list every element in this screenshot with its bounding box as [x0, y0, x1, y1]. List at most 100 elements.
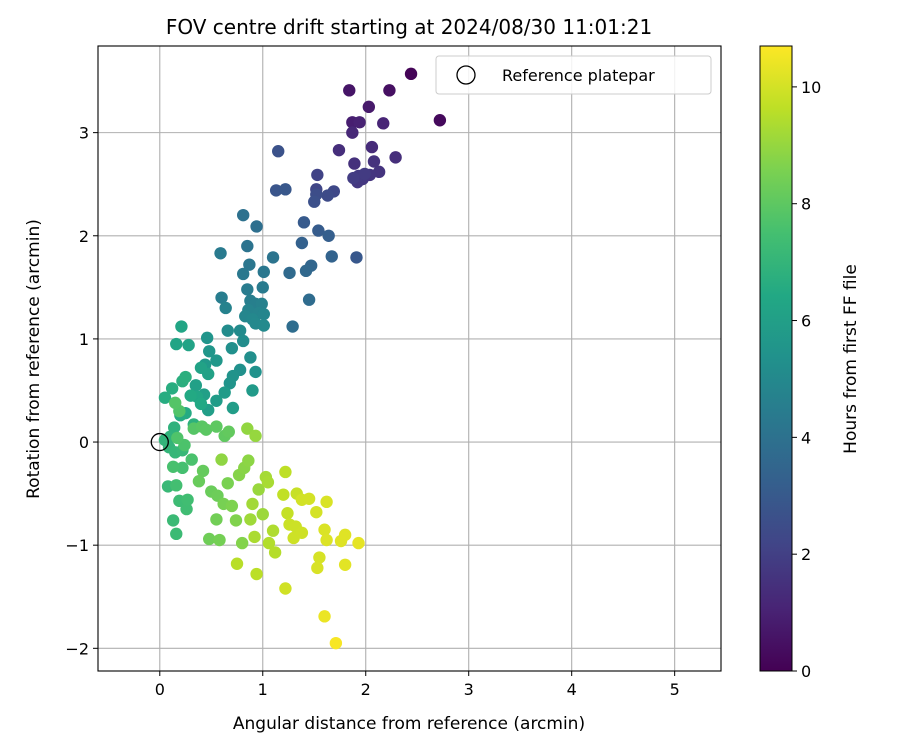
data-point	[233, 324, 247, 337]
data-point	[221, 477, 234, 490]
data-point	[243, 258, 256, 271]
y-axis-title: Rotation from reference (arcmin)	[24, 219, 44, 499]
data-point	[196, 464, 210, 478]
x-tick-label: 0	[155, 680, 165, 699]
data-point	[166, 460, 180, 473]
data-point	[189, 379, 203, 392]
data-point	[226, 401, 240, 415]
data-point	[308, 195, 321, 208]
data-point	[213, 533, 226, 547]
colorbar-tick-label: 8	[801, 195, 811, 214]
data-point	[219, 301, 232, 315]
data-point	[286, 320, 299, 333]
colorbar-tick-label: 10	[801, 78, 821, 97]
data-point	[214, 247, 227, 260]
data-point	[165, 382, 179, 395]
data-point	[277, 488, 290, 501]
colorbar-title: Hours from first FF file	[841, 264, 861, 454]
data-point	[242, 454, 255, 467]
data-point	[257, 319, 270, 332]
data-point	[246, 384, 259, 397]
data-point	[297, 216, 311, 229]
data-point	[215, 291, 228, 304]
data-point	[179, 370, 192, 384]
data-point	[343, 84, 356, 97]
data-point	[279, 183, 292, 196]
legend-box	[435, 55, 712, 95]
data-point	[332, 143, 346, 157]
data-point	[210, 513, 223, 526]
grid-lines	[98, 46, 721, 671]
data-point	[318, 610, 331, 623]
data-point	[169, 396, 182, 410]
data-point	[325, 250, 338, 263]
data-point	[257, 307, 270, 321]
data-point	[241, 239, 254, 253]
data-point	[338, 558, 352, 571]
data-point	[299, 264, 313, 278]
colorbar-tick-label: 0	[801, 662, 811, 681]
x-tick-label: 1	[258, 680, 268, 699]
data-point	[302, 293, 316, 306]
colorbar-tick-label: 4	[801, 428, 811, 447]
data-point	[210, 420, 223, 433]
data-point	[199, 423, 213, 436]
data-point	[312, 224, 325, 237]
data-point	[225, 341, 239, 355]
chart-title: FOV centre drift starting at 2024/08/30 …	[166, 15, 652, 39]
data-point	[218, 386, 231, 399]
y-tick-label: −2	[65, 639, 89, 658]
data-point	[279, 465, 292, 479]
y-axis: −2 −1 0 1 2 3	[65, 124, 98, 658]
data-point	[166, 514, 180, 527]
data-point	[262, 536, 276, 550]
data-point	[170, 527, 183, 541]
data-point	[266, 524, 280, 537]
data-point	[248, 530, 261, 544]
data-point	[182, 338, 195, 352]
data-point	[252, 483, 265, 496]
data-point	[170, 479, 183, 492]
data-point	[241, 422, 254, 435]
data-point	[295, 526, 309, 539]
data-point	[377, 117, 390, 130]
data-point	[180, 502, 193, 516]
data-point	[223, 377, 237, 390]
reference-marker	[150, 432, 169, 452]
y-tick-label: −1	[65, 536, 89, 555]
data-point	[362, 100, 376, 114]
data-point	[203, 532, 216, 546]
legend: Reference platepar	[435, 55, 712, 95]
data-point	[236, 208, 250, 222]
data-point	[225, 499, 239, 513]
data-point	[176, 461, 189, 475]
x-axis-title: Angular distance from reference (arcmin)	[233, 714, 585, 734]
data-point	[200, 331, 214, 345]
data-point	[185, 453, 198, 466]
data-point	[281, 507, 294, 520]
data-point	[221, 324, 234, 337]
data-point	[404, 67, 418, 81]
legend-label: Reference platepar	[502, 66, 655, 85]
data-point	[347, 171, 360, 185]
y-tick-label: 3	[79, 124, 89, 143]
data-point	[313, 551, 326, 564]
data-point	[268, 546, 282, 559]
data-point	[266, 251, 280, 264]
data-point	[365, 140, 379, 154]
data-point	[311, 168, 324, 182]
colorbar-tick-label: 2	[801, 545, 811, 564]
data-point	[171, 431, 184, 445]
data-point	[320, 533, 333, 547]
data-point	[229, 514, 243, 527]
data-point	[311, 561, 324, 575]
data-point	[433, 114, 447, 127]
data-point	[184, 389, 197, 402]
data-point	[249, 365, 262, 379]
data-point	[318, 523, 331, 536]
data-point	[250, 567, 263, 581]
colorbar-tick-label: 6	[801, 312, 811, 331]
data-point	[322, 229, 335, 242]
x-tick-label: 5	[670, 680, 680, 699]
data-point	[246, 497, 259, 511]
